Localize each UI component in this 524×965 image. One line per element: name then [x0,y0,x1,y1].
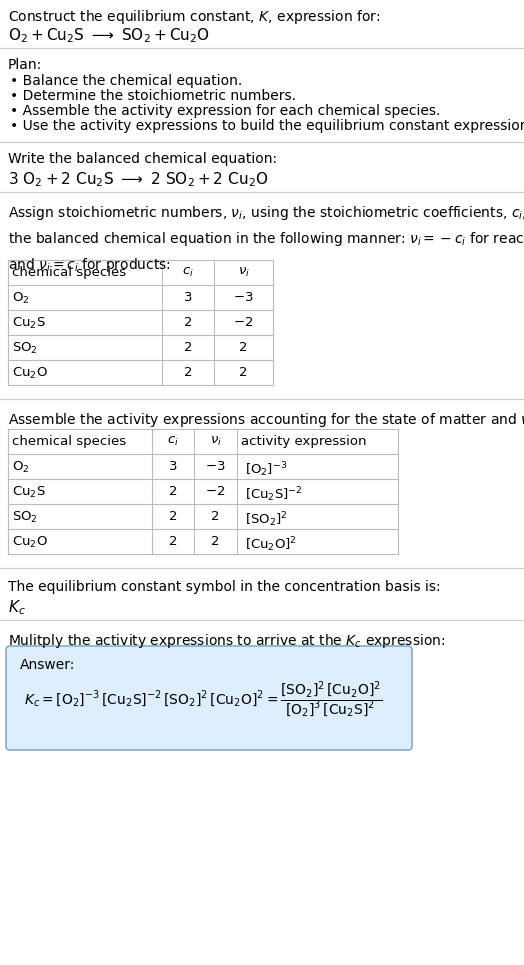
Text: Plan:: Plan: [8,58,42,72]
Text: $\mathrm{O_2 + Cu_2S \ \longrightarrow \ SO_2 + Cu_2O}$: $\mathrm{O_2 + Cu_2S \ \longrightarrow \… [8,26,210,44]
Text: 3: 3 [184,291,192,304]
Text: 2: 2 [211,510,220,523]
Text: 2: 2 [184,316,192,329]
Text: $c_i$: $c_i$ [167,435,179,448]
Text: 2: 2 [211,535,220,548]
Text: $\mathrm{Cu_2O}$: $\mathrm{Cu_2O}$ [12,535,48,550]
Text: chemical species: chemical species [12,435,126,448]
Text: $\mathrm{3\ O_2 + 2\ Cu_2S \ \longrightarrow \ 2\ SO_2 + 2\ Cu_2O}$: $\mathrm{3\ O_2 + 2\ Cu_2S \ \longrighta… [8,170,268,189]
Text: activity expression: activity expression [241,435,366,448]
Text: Assign stoichiometric numbers, $\nu_i$, using the stoichiometric coefficients, $: Assign stoichiometric numbers, $\nu_i$, … [8,204,524,274]
Text: Answer:: Answer: [20,658,75,672]
Text: $\mathrm{SO_2}$: $\mathrm{SO_2}$ [12,341,38,356]
Text: $\mathrm{O_2}$: $\mathrm{O_2}$ [12,291,29,306]
Text: 2: 2 [184,341,192,354]
Text: • Assemble the activity expression for each chemical species.: • Assemble the activity expression for e… [10,104,440,118]
Text: Construct the equilibrium constant, $K$, expression for:: Construct the equilibrium constant, $K$,… [8,8,380,26]
Text: 2: 2 [184,366,192,379]
Text: $-3$: $-3$ [233,291,254,304]
Text: $\mathrm{SO_2}$: $\mathrm{SO_2}$ [12,510,38,525]
Text: 2: 2 [169,535,177,548]
Text: 2: 2 [239,366,248,379]
Text: 3: 3 [169,460,177,473]
Text: 2: 2 [169,485,177,498]
Text: $-2$: $-2$ [233,316,254,329]
Text: Write the balanced chemical equation:: Write the balanced chemical equation: [8,152,277,166]
Text: • Determine the stoichiometric numbers.: • Determine the stoichiometric numbers. [10,89,296,103]
Text: $[\mathrm{O_2}]^{-3}$: $[\mathrm{O_2}]^{-3}$ [245,460,287,479]
Text: chemical species: chemical species [12,266,126,279]
Text: $[\mathrm{Cu_2S}]^{-2}$: $[\mathrm{Cu_2S}]^{-2}$ [245,485,302,504]
Text: $c_i$: $c_i$ [182,266,194,279]
Text: $-3$: $-3$ [205,460,226,473]
Text: $[\mathrm{Cu_2O}]^{2}$: $[\mathrm{Cu_2O}]^{2}$ [245,535,297,554]
Text: $\mathrm{Cu_2S}$: $\mathrm{Cu_2S}$ [12,485,46,500]
Text: $\nu_i$: $\nu_i$ [210,435,222,448]
Text: • Use the activity expressions to build the equilibrium constant expression.: • Use the activity expressions to build … [10,119,524,133]
Text: $-2$: $-2$ [205,485,226,498]
FancyBboxPatch shape [6,646,412,750]
Text: $K_c = [\mathrm{O_2}]^{-3}\,[\mathrm{Cu_2S}]^{-2}\,[\mathrm{SO_2}]^{2}\,[\mathrm: $K_c = [\mathrm{O_2}]^{-3}\,[\mathrm{Cu_… [24,680,382,720]
Text: $K_c$: $K_c$ [8,598,26,617]
Text: $\nu_i$: $\nu_i$ [237,266,249,279]
Text: $\mathrm{Cu_2S}$: $\mathrm{Cu_2S}$ [12,316,46,331]
Text: Mulitply the activity expressions to arrive at the $K_c$ expression:: Mulitply the activity expressions to arr… [8,632,445,650]
Text: 2: 2 [169,510,177,523]
Text: The equilibrium constant symbol in the concentration basis is:: The equilibrium constant symbol in the c… [8,580,441,594]
Text: • Balance the chemical equation.: • Balance the chemical equation. [10,74,242,88]
Text: 2: 2 [239,341,248,354]
Text: $[\mathrm{SO_2}]^{2}$: $[\mathrm{SO_2}]^{2}$ [245,510,288,529]
Text: $\mathrm{Cu_2O}$: $\mathrm{Cu_2O}$ [12,366,48,381]
Text: $\mathrm{O_2}$: $\mathrm{O_2}$ [12,460,29,475]
Text: Assemble the activity expressions accounting for the state of matter and $\nu_i$: Assemble the activity expressions accoun… [8,411,524,429]
